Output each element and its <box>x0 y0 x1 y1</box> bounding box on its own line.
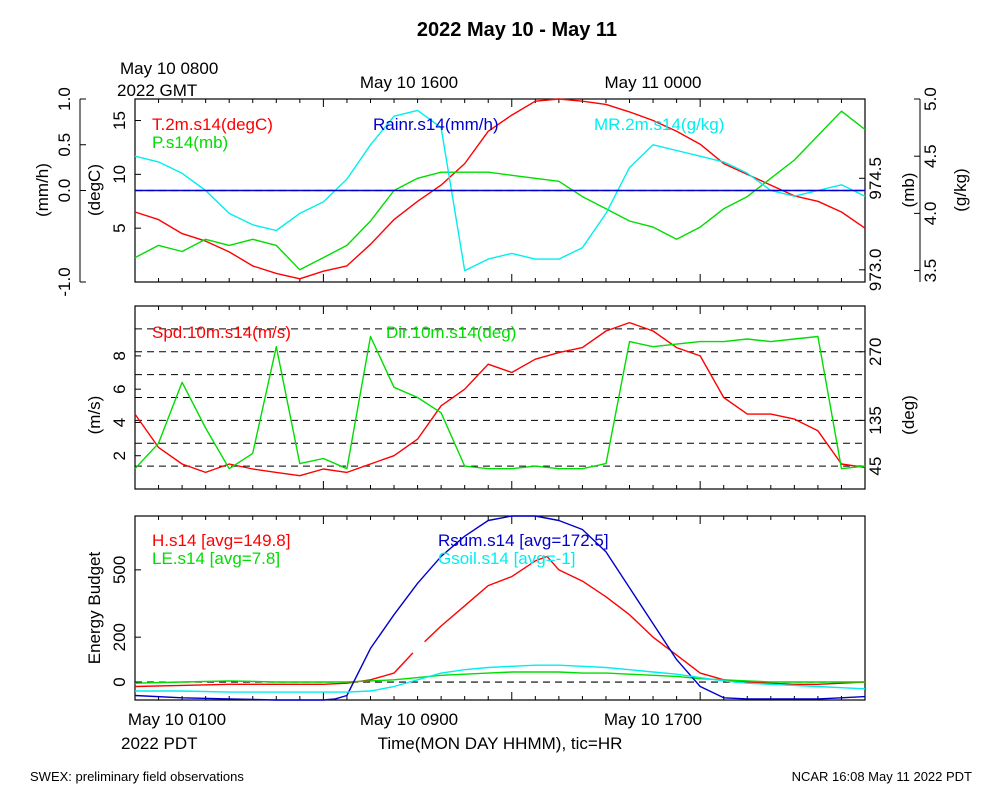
legend-pressure: P.s14(mb) <box>152 133 228 152</box>
y-tick-label: 3.5 <box>921 259 940 283</box>
axis-label-mixing-ratio: (g/kg) <box>951 168 970 211</box>
y-tick-label: 4.0 <box>921 202 940 226</box>
panel-3-plot: 500 200 0 <box>110 515 866 701</box>
legend-wind-direction: Dir.10m.s14(deg) <box>386 323 516 342</box>
chart-title: 2022 May 10 - May 11 <box>417 19 617 41</box>
y-tick-label: -1.0 <box>55 267 74 296</box>
axis-label-wind-speed: (m/s) <box>85 396 104 435</box>
bottom-axis-label: May 10 1700 <box>604 710 702 729</box>
bottom-axis-first-label: May 10 0100 <box>128 710 226 729</box>
legend-sensible-heat: H.s14 [avg=149.8] <box>152 531 290 550</box>
legend-mixing-ratio: MR.2m.s14(g/kg) <box>594 115 724 134</box>
top-axis-label: May 11 0000 <box>604 73 701 92</box>
y-tick-label: 0.5 <box>55 133 74 157</box>
y-tick-label: 8 <box>110 351 129 360</box>
y-tick-label: 6 <box>110 384 129 393</box>
top-axis-first-label-year: 2022 GMT <box>117 81 197 100</box>
bottom-axis-first-label-year: 2022 PDT <box>121 734 198 753</box>
y-tick-label: 974.5 <box>866 157 885 200</box>
y-tick-label: 4.5 <box>921 144 940 168</box>
y-tick-label: 0.0 <box>55 179 74 203</box>
top-axis-first-label: May 10 0800 <box>120 59 218 78</box>
y-tick-label: 45 <box>866 457 885 476</box>
legend-soil-heat: Gsoil.s14 [avg=-1] <box>438 549 576 568</box>
y-tick-label: 500 <box>110 556 129 584</box>
axis-label-wind-direction: (deg) <box>899 395 918 435</box>
legend-net-radiation: Rsum.s14 [avg=172.5] <box>438 531 609 550</box>
y-tick-label: 973.0 <box>866 249 885 292</box>
legend-temperature: T.2m.s14(degC) <box>152 115 273 134</box>
axis-label-pressure: (mb) <box>899 173 918 208</box>
bottom-axis-label: May 10 0900 <box>360 710 458 729</box>
series-line <box>134 98 866 280</box>
y-tick-label: 1.0 <box>55 87 74 111</box>
panel-3-frame <box>134 515 866 701</box>
top-axis-label: May 10 1600 <box>360 73 458 92</box>
y-tick-label: 15 <box>110 111 129 130</box>
panel-2-plot: 8 6 4 2 270 135 45 <box>110 306 885 489</box>
y-tick-label: 5.0 <box>921 87 940 111</box>
y-tick-label: 200 <box>110 623 129 651</box>
series-line <box>134 109 866 272</box>
y-tick-label: 5 <box>110 223 129 232</box>
series-line <box>134 321 866 477</box>
series-line <box>134 110 866 271</box>
footer-left: SWEX: preliminary field observations <box>30 769 244 784</box>
legend-latent-heat: LE.s14 [avg=7.8] <box>152 549 280 568</box>
legend-wind-speed: Spd.10m.s14(m/s) <box>152 323 291 342</box>
series-line <box>135 664 866 693</box>
series-line <box>134 335 866 470</box>
y-tick-label: 135 <box>866 406 885 434</box>
y-tick-label: 4 <box>110 418 129 427</box>
y-tick-label: 270 <box>866 338 885 366</box>
y-tick-label: 10 <box>110 165 129 184</box>
axis-label-rain: (mm/h) <box>33 163 52 217</box>
axis-label-energy-budget: Energy Budget <box>85 551 104 664</box>
panel-1-plot: 1.0 0.5 0.0 -1.0 15 10 5 974.5 973.0 5.0 4.5 4.0 3.5 <box>55 87 940 296</box>
footer-right: NCAR 16:08 May 11 2022 PDT <box>792 769 972 784</box>
series-line <box>134 671 865 684</box>
x-axis-title: Time(MON DAY HHMM), tic=HR <box>378 734 623 753</box>
series-line <box>134 555 866 688</box>
axis-label-temp: (degC) <box>85 164 104 216</box>
y-tick-label: 0 <box>110 677 129 686</box>
series-line <box>134 515 866 701</box>
y-tick-label: 2 <box>110 451 129 460</box>
legend-rain-rate: Rainr.s14(mm/h) <box>373 115 499 134</box>
